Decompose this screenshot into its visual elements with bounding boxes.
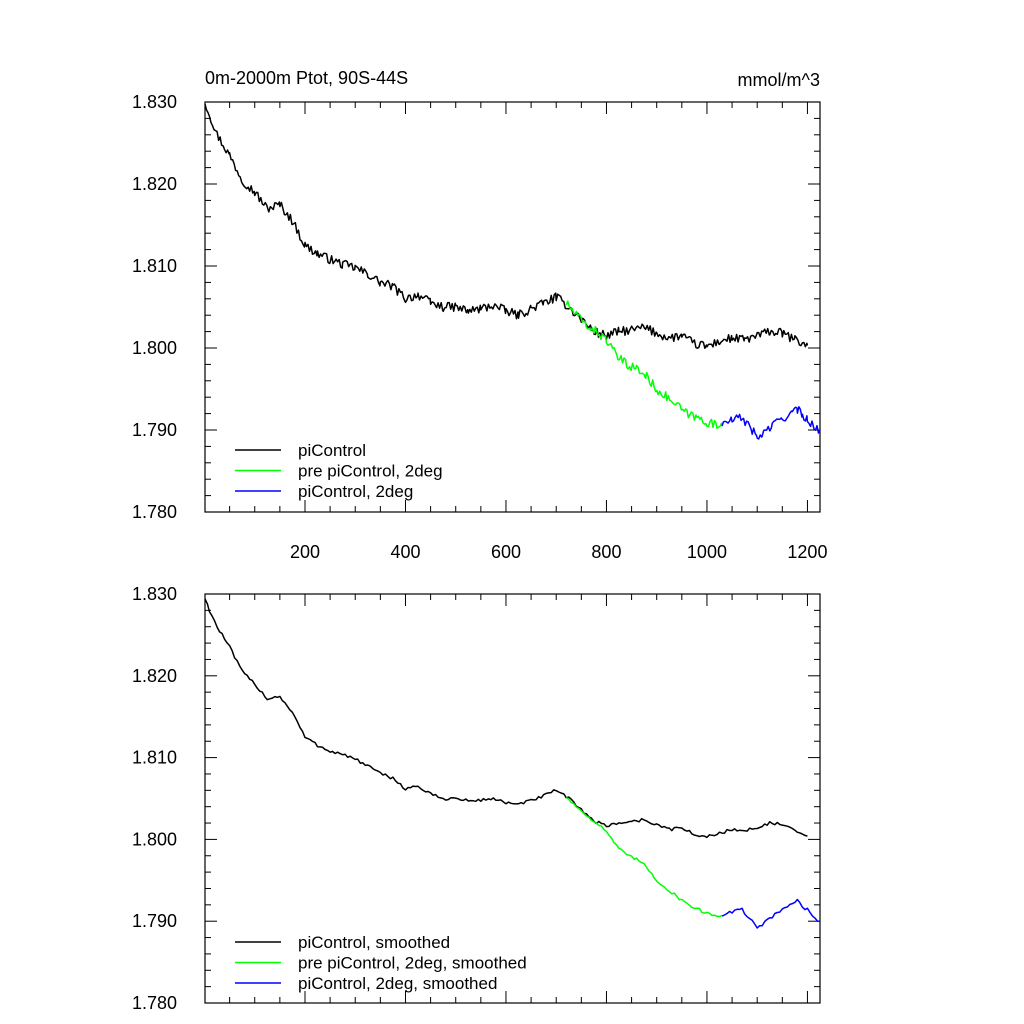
x-tick-label: 1000 bbox=[687, 542, 727, 562]
y-tick-label: 1.810 bbox=[132, 256, 177, 276]
y-tick-label: 1.790 bbox=[132, 911, 177, 931]
series-line-picontrol-2deg-smoothed bbox=[721, 898, 821, 929]
y-tick-label: 1.800 bbox=[132, 338, 177, 358]
y-tick-label: 1.810 bbox=[132, 748, 177, 768]
y-tick-label: 1.820 bbox=[132, 666, 177, 686]
chart-title: 0m-2000m Ptot, 90S-44S bbox=[205, 68, 408, 88]
plot-frame bbox=[204, 101, 821, 513]
x-tick-label: 400 bbox=[390, 542, 420, 562]
series-line-picontrol bbox=[204, 103, 809, 350]
series-line-pre-picontrol-2deg-smoothed bbox=[565, 796, 723, 918]
bottom-panel: 1.780 1.790 1.800 1.810 1.820 1.830 piControl,… bbox=[132, 584, 821, 1013]
series-line-pre-picontrol-2deg bbox=[565, 300, 723, 429]
x-tick-label: 1200 bbox=[787, 542, 827, 562]
y-tick-label: 1.830 bbox=[132, 92, 177, 112]
x-tick-label: 200 bbox=[290, 542, 320, 562]
legend-label: pre piControl, 2deg bbox=[298, 462, 443, 481]
plot-frame bbox=[204, 593, 821, 1004]
y-tick-label: 1.820 bbox=[132, 174, 177, 194]
series-line-picontrol-2deg bbox=[721, 406, 821, 440]
series-line-picontrol-smoothed bbox=[204, 598, 808, 839]
y-tick-label: 1.790 bbox=[132, 420, 177, 440]
y-tick-label: 1.780 bbox=[132, 993, 177, 1013]
x-tick-label: 600 bbox=[491, 542, 521, 562]
y-tick-label: 1.830 bbox=[132, 584, 177, 604]
legend-label: piControl bbox=[298, 441, 366, 460]
units-label: mmol/m^3 bbox=[738, 70, 820, 90]
y-tick-label: 1.780 bbox=[132, 502, 177, 522]
legend-label: pre piControl, 2deg, smoothed bbox=[298, 954, 527, 973]
top-panel: 0m-2000m Ptot, 90S-44S mmol/m^3 1.780 1.7… bbox=[132, 68, 828, 562]
y-tick-label: 1.800 bbox=[132, 829, 177, 849]
legend-label: piControl, 2deg bbox=[298, 482, 413, 501]
legend-label: piControl, smoothed bbox=[298, 933, 450, 952]
legend-label: piControl, 2deg, smoothed bbox=[298, 974, 497, 993]
x-tick-label: 800 bbox=[591, 542, 621, 562]
